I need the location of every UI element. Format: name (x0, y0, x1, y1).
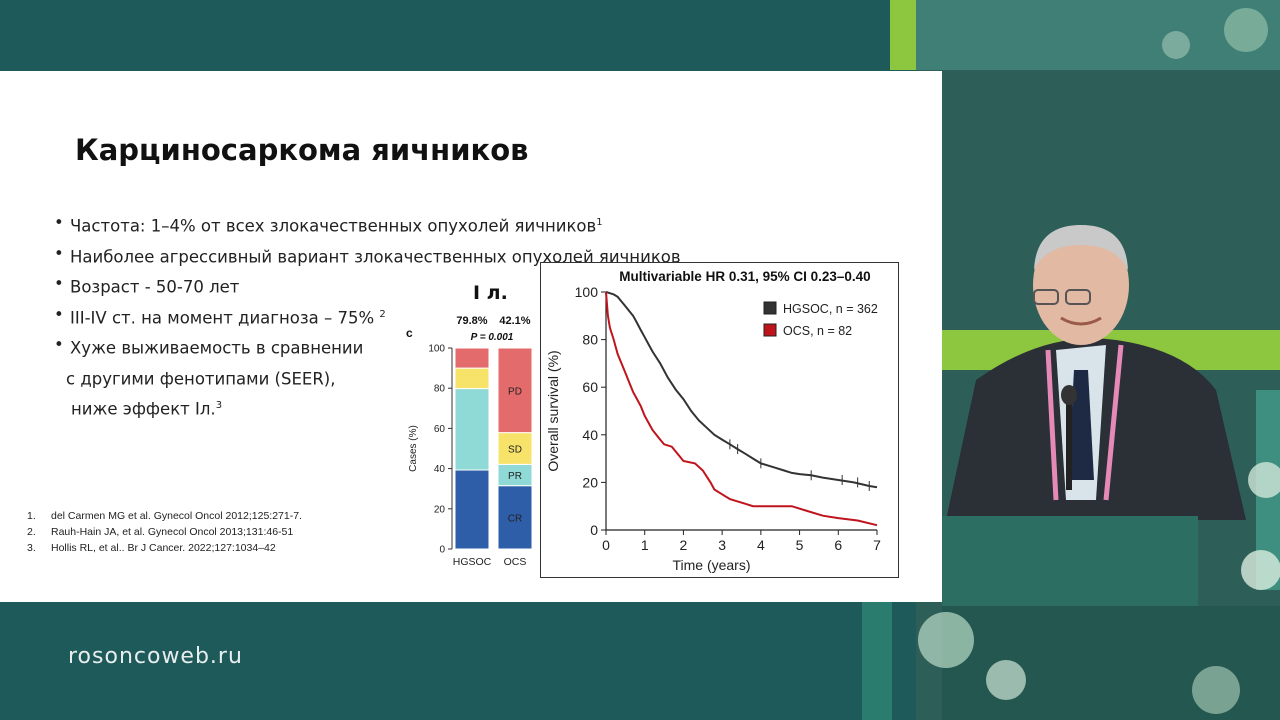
reference-item: 3. Hollis RL, et al.. Br J Cancer. 2022;1… (27, 542, 276, 554)
x-tick-label: 7 (873, 537, 881, 553)
x-tick-label: 5 (796, 537, 804, 553)
x-tick-label: 3 (718, 537, 726, 553)
green-accent-stripe (890, 0, 916, 70)
x-tick-label: 2 (680, 537, 688, 553)
y-tick-label: 60 (582, 379, 598, 395)
x-axis-label: Time (years) (672, 557, 750, 573)
survival-line-ocs (605, 291, 878, 527)
survival-curve-chart: Multivariable HR 0.31, 95% CI 0.23–0.40 0… (540, 262, 899, 578)
references-list: 1. del Carmen MG et al. Gynecol Oncol 201… (27, 508, 302, 556)
survival-line-hgsoc (605, 291, 878, 489)
x-category-label: OCS (504, 556, 527, 568)
bullet-list: Частота: 1–4% от всех злокачественных оп… (54, 209, 681, 423)
stacked-chart-heading: I л. (473, 282, 508, 304)
bullet-item: Наиболее агрессивный вариант злокачестве… (54, 240, 681, 271)
presentation-slide: Карциносаркома яичников Частота: 1–4% от… (0, 71, 942, 602)
x-tick-label: 4 (757, 537, 765, 553)
segment-label: PD (508, 386, 522, 397)
legend-label: HGSOC, n = 362 (783, 302, 878, 316)
response-stacked-bar-chart: c 79.8% 42.1% P = 0.001 0 20 40 60 80 100 Cases (%… (406, 315, 533, 568)
segment-label: SD (508, 445, 522, 456)
stacked-bar-segment-cr (454, 469, 490, 550)
chart-title: Multivariable HR 0.31, 95% CI 0.23–0.40 (619, 269, 870, 284)
stacked-bar-segment-pd (454, 347, 490, 369)
y-tick-label: 60 (434, 424, 446, 435)
y-tick-label: 20 (434, 504, 446, 515)
bullet-item: Частота: 1–4% от всех злокачественных оп… (54, 209, 681, 240)
bottom-banner (0, 602, 862, 720)
stacked-bar-segment-sd (454, 367, 490, 390)
website-url[interactable]: rosoncoweb.ru (68, 644, 243, 669)
panel-label: c (406, 326, 413, 340)
slide-title: Карциносаркома яичников (75, 133, 529, 167)
bullet-continuation: ниже эффект Iл.3 (71, 399, 223, 419)
x-tick-label: 6 (834, 537, 842, 553)
y-axis-label: Cases (%) (408, 425, 419, 472)
p-value-label: P = 0.001 (471, 332, 514, 343)
y-tick-label: 80 (434, 384, 446, 395)
chart-frame (540, 262, 899, 578)
segment-label: CR (508, 513, 522, 524)
top-banner (0, 0, 890, 70)
segment-label: PR (508, 471, 522, 482)
bottom-accent-stripe (862, 602, 892, 720)
response-rate-label: 79.8% (456, 315, 487, 327)
speaker-video-panel (916, 0, 1280, 720)
y-axis-label: Overall survival (%) (545, 350, 561, 471)
y-tick-label: 0 (590, 522, 598, 538)
reference-item: 1. del Carmen MG et al. Gynecol Oncol 201… (27, 510, 302, 522)
bullet-item: Хуже выживаемость в сравнении (54, 331, 681, 362)
x-tick-label: 0 (602, 537, 610, 553)
response-rate-label: 42.1% (499, 315, 530, 327)
speaker-figure (916, 0, 1280, 720)
reference-item: 2. Rauh-Hain JA, et al. Gynecol Oncol 201… (27, 526, 294, 538)
bullet-item: Возраст - 50-70 лет (54, 270, 681, 301)
y-tick-label: 0 (439, 545, 445, 556)
x-category-label: HGSOC (453, 556, 492, 568)
stacked-bar-segment-pr (454, 388, 490, 471)
stacked-bar-segment-pd (497, 347, 533, 434)
y-tick-label: 100 (428, 344, 445, 355)
y-tick-label: 100 (575, 284, 599, 300)
y-tick-label: 40 (434, 464, 446, 475)
legend-label: OCS, n = 82 (783, 324, 852, 338)
bullet-item: III-IV ст. на момент диагноза – 75% 2 (54, 301, 681, 332)
legend-swatch (763, 323, 777, 337)
legend-swatch (763, 301, 777, 315)
y-tick-label: 20 (582, 474, 598, 490)
x-tick-label: 1 (641, 537, 649, 553)
y-tick-label: 40 (582, 427, 598, 443)
y-tick-label: 80 (582, 332, 598, 348)
bullet-continuation: с другими фенотипами (SEER), (66, 369, 336, 388)
